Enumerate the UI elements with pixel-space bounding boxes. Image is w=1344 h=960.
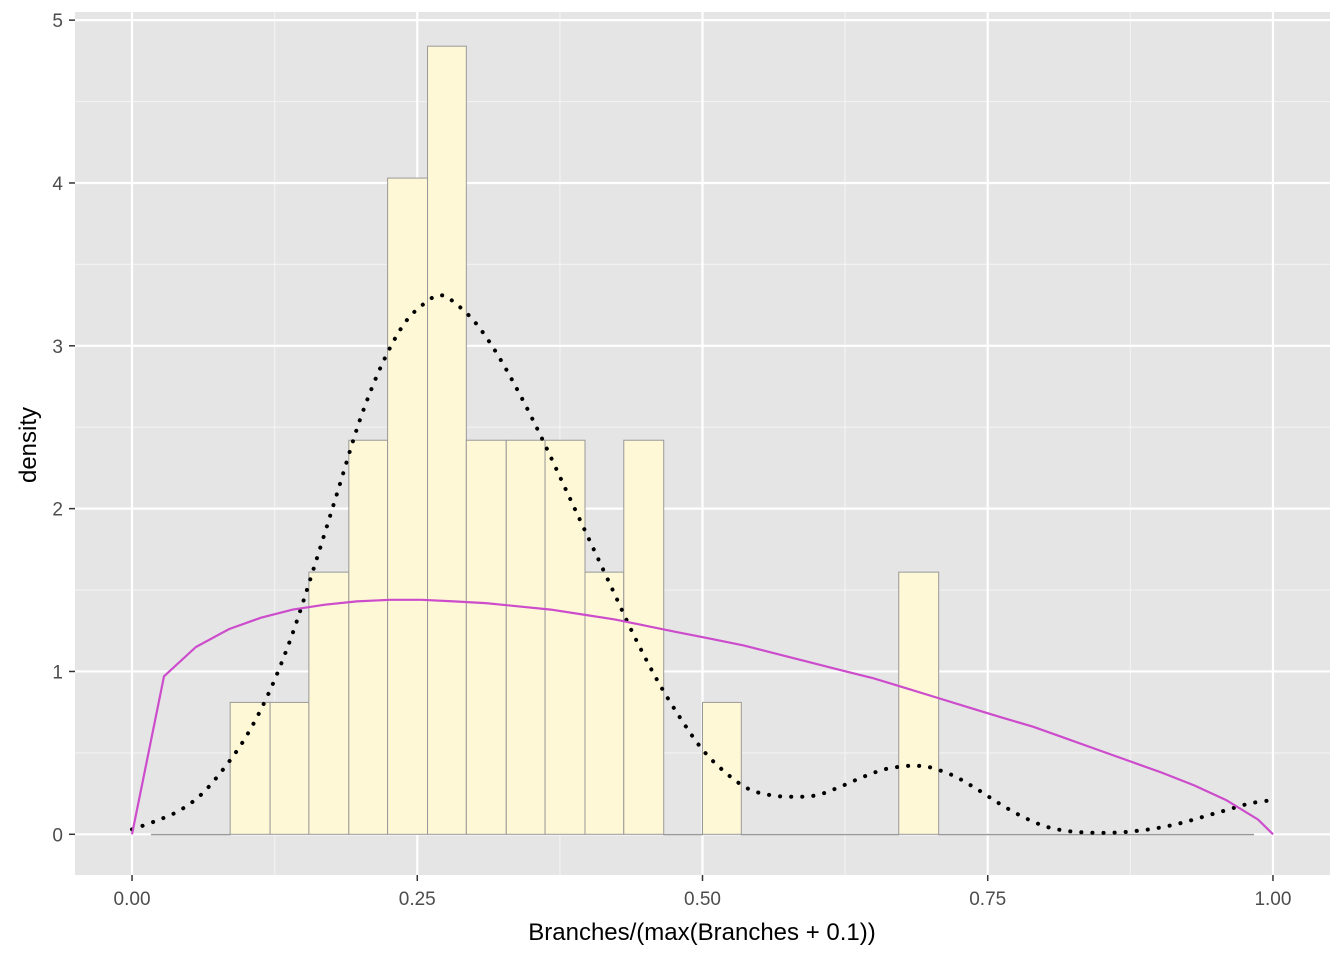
- histogram-bars: [150, 45, 1255, 836]
- histogram-bar: [427, 45, 467, 835]
- y-tick-label: 2: [52, 500, 63, 521]
- x-tick-label: 0.50: [684, 889, 721, 910]
- x-tick-label: 0.75: [969, 889, 1006, 910]
- x-tick-label: 0.25: [399, 889, 436, 910]
- histogram-bar: [387, 177, 429, 835]
- histogram-bar: [308, 571, 350, 835]
- histogram-bar: [465, 439, 507, 835]
- histogram-bar: [623, 439, 665, 835]
- y-tick-label: 4: [52, 174, 63, 195]
- histogram-bar: [544, 439, 586, 835]
- histogram-bar: [229, 701, 271, 835]
- histogram-bar: [938, 833, 1255, 836]
- y-tick-label: 0: [52, 825, 63, 846]
- x-tick-label: 0.00: [114, 889, 151, 910]
- histogram-bar: [584, 571, 625, 835]
- x-axis-title: Branches/(max(Branches + 0.1)): [528, 919, 875, 946]
- histogram-bar: [348, 439, 389, 835]
- y-axis-title: density: [15, 407, 42, 483]
- histogram-bar: [505, 439, 546, 835]
- fitted-curve: [130, 598, 1274, 836]
- y-tick-label: 1: [52, 662, 63, 683]
- y-axis-ticks: 0 1 2 3 4 5: [52, 11, 75, 846]
- y-tick-label: 5: [52, 11, 63, 32]
- y-tick-label: 3: [52, 337, 63, 358]
- x-axis-ticks: 0.00 0.25 0.50 0.75 1.00: [114, 875, 1291, 910]
- histogram-bar: [740, 833, 900, 836]
- histogram-bar: [898, 571, 940, 835]
- histogram-bar: [663, 833, 704, 836]
- histogram-bar: [269, 701, 310, 835]
- histogram-bar: [150, 833, 231, 836]
- x-tick-label: 1.00: [1254, 889, 1291, 910]
